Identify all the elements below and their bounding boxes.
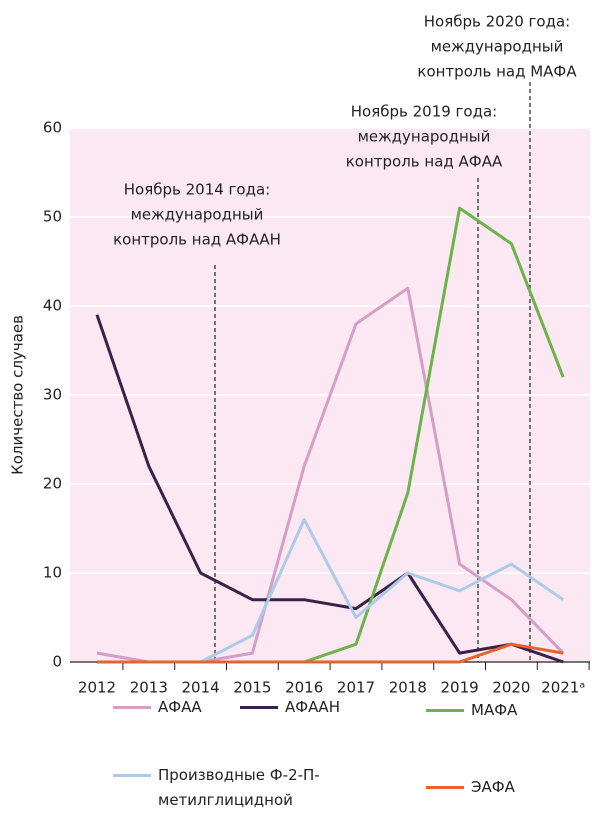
legend-swatch [113, 706, 151, 709]
x-tick-label: 2013 [130, 679, 168, 697]
x-tick-label: 2019 [441, 679, 479, 697]
annotation: международный [358, 128, 491, 146]
annotation: международный [131, 206, 264, 224]
annotation: Ноябрь 2019 года: [351, 103, 497, 121]
y-tick-label: 10 [43, 564, 62, 582]
annotation: контроль над МАФА [417, 63, 577, 81]
x-tick-label: 2015 [233, 679, 271, 697]
annotation: контроль над АФАА [346, 153, 503, 171]
x-tick-label: 2018 [389, 679, 427, 697]
x-tick-label: 2012 [78, 679, 116, 697]
legend-label: Производные Ф-2-П-метилглицидной кислоты [158, 766, 320, 809]
x-tick-label: 2020 [492, 679, 530, 697]
legend-label: ЭАФА [471, 778, 515, 796]
legend-swatch [113, 774, 151, 777]
y-axis-label: Количество случаев [9, 315, 27, 475]
y-tick-label: 40 [43, 297, 62, 315]
legend-swatch [426, 786, 464, 789]
legend-swatch [240, 706, 278, 709]
series-line [95, 314, 564, 664]
legend-swatch [426, 709, 464, 712]
annotation: Ноябрь 2014 года: [124, 181, 270, 199]
x-tick-label: 2017 [337, 679, 375, 697]
annotation: Ноябрь 2020 года: [424, 13, 570, 31]
x-tick-label: 2021ᵃ [541, 679, 585, 697]
legend-label: АФАА [158, 698, 202, 716]
annotation: контроль над АФААН [113, 231, 281, 249]
y-tick-label: 60 [43, 119, 62, 137]
legend-label: АФААН [285, 698, 340, 716]
y-tick-label: 0 [52, 653, 62, 671]
y-tick-label: 30 [43, 386, 62, 404]
annotation: международный [431, 38, 564, 56]
x-tick-label: 2014 [182, 679, 220, 697]
y-tick-label: 20 [43, 475, 62, 493]
x-tick-label: 2016 [285, 679, 323, 697]
legend-label: МАФА [471, 701, 518, 719]
series-line [97, 642, 564, 664]
y-tick-label: 50 [43, 208, 62, 226]
